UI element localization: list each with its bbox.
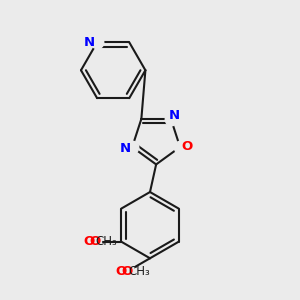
Text: O: O (181, 140, 192, 153)
Text: CH₃: CH₃ (96, 235, 118, 248)
Text: O: O (90, 235, 101, 248)
Text: N: N (84, 36, 95, 49)
Text: O: O (83, 235, 94, 248)
Text: N: N (120, 142, 131, 155)
Text: CH₃: CH₃ (128, 265, 150, 278)
Text: O: O (115, 265, 127, 278)
Text: O: O (122, 265, 133, 278)
Text: N: N (168, 109, 179, 122)
